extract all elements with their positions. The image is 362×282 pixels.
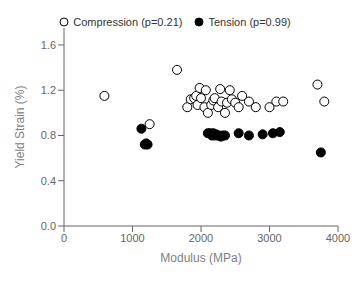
html-text:Tension (p=0.99): Tension (p=0.99)	[208, 16, 291, 28]
svg-text:1.2: 1.2	[41, 84, 56, 96]
svg-text:0: 0	[61, 232, 67, 244]
svg-text:Modulus (MPa): Modulus (MPa)	[160, 251, 241, 265]
svg-text:1.6: 1.6	[41, 39, 56, 51]
svg-text:0.0: 0.0	[41, 220, 56, 232]
svg-text:2000: 2000	[189, 232, 213, 244]
svg-text:1000: 1000	[120, 232, 144, 244]
svg-text:Yield Strain (%): Yield Strain (%)	[13, 86, 27, 169]
svg-text:0.8: 0.8	[41, 129, 56, 141]
html-text:Compression (p=0.21): Compression (p=0.21)	[73, 16, 183, 28]
svg-text:4000: 4000	[326, 232, 350, 244]
svg-text:3000: 3000	[257, 232, 281, 244]
svg-text:0.4: 0.4	[41, 175, 56, 187]
